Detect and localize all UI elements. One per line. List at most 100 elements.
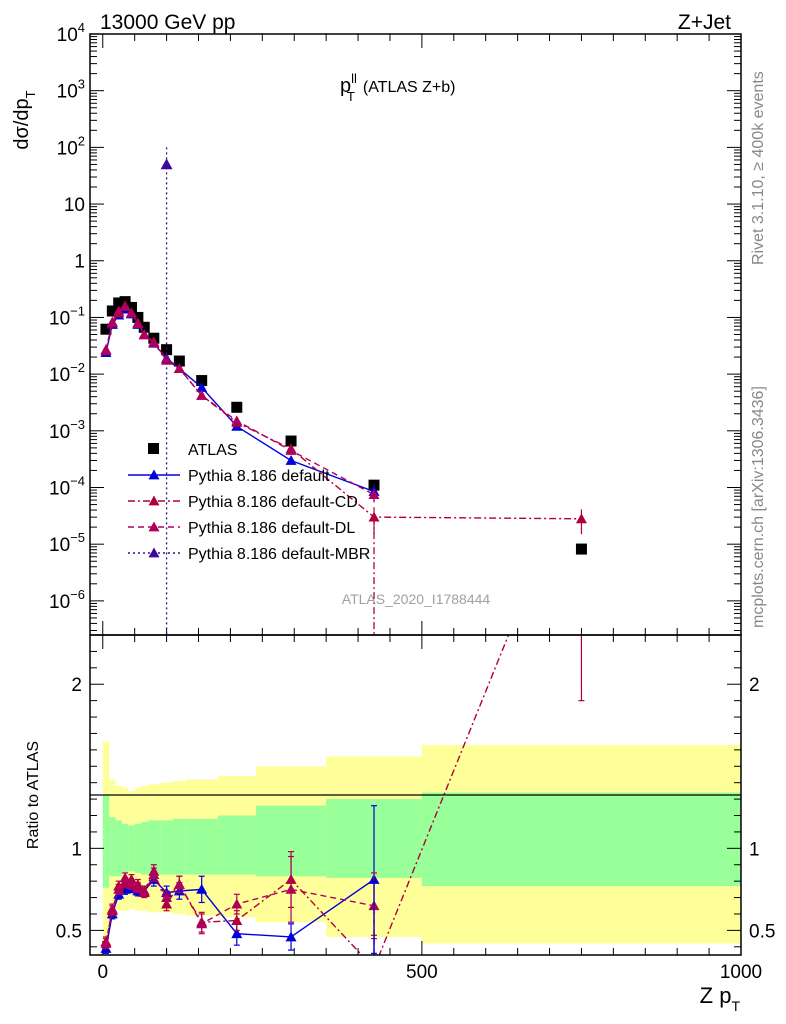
main-y-label-sub: T <box>23 90 38 98</box>
inner-band-segment <box>185 818 218 875</box>
inner-band-segment <box>115 820 122 877</box>
main-y-tick-label-base: 10 <box>49 535 70 556</box>
main-y-label: dσ/dpT <box>11 90 38 149</box>
main-y-tick-label-exp: 2 <box>78 133 85 148</box>
header-right: Z+Jet <box>678 11 731 34</box>
atlas-data-point <box>113 297 125 309</box>
x-tick-label: 500 <box>406 962 438 983</box>
atlas-data-point <box>196 375 208 387</box>
series-dl <box>100 300 380 503</box>
series-cd <box>100 301 587 635</box>
main-y-tick-label-base: 10 <box>49 592 70 613</box>
main-frame <box>89 33 742 636</box>
marker-dl <box>113 305 125 316</box>
atlas-data-point <box>138 321 150 333</box>
ratio-marker-dl <box>231 898 243 909</box>
main-y-tick-label-exp: −3 <box>70 417 85 432</box>
atlas-data-point <box>106 305 118 317</box>
inner-band-segment <box>160 820 173 875</box>
ratio-y-tick-label-left: 2 <box>71 675 82 696</box>
atlas-data-point <box>173 355 185 367</box>
x-tick-label: 1000 <box>720 962 762 983</box>
marker-dl <box>148 337 160 347</box>
ratio-marker-default <box>231 928 243 939</box>
main-y-tick-label-base: 1 <box>74 252 85 273</box>
main-y-tick-label-exp: −2 <box>70 360 85 375</box>
ratio-marker-dl <box>148 869 160 879</box>
ratio-marker-dl <box>113 883 125 894</box>
legend-label: Pythia 8.186 default-CD <box>188 494 358 511</box>
ratio-axis-ticks <box>90 634 742 955</box>
x-axis-label-main: Z p <box>700 983 732 1008</box>
inner-band-segment <box>102 795 110 888</box>
legend-item: Pythia 8.186 default-CD <box>128 494 358 511</box>
legend-item: Pythia 8.186 default-MBR <box>128 546 370 563</box>
main-y-tick-label: 10−2 <box>49 360 85 386</box>
marker-dl <box>368 489 380 499</box>
legend-marker <box>148 547 160 558</box>
marker-dl <box>132 318 144 328</box>
marker-default <box>285 454 297 465</box>
legend-item: Pythia 8.186 default <box>128 468 330 485</box>
ratio-tick-labels: 0.5 0.5 1 1 2 2 0 500 1000 <box>56 675 776 983</box>
ratio-y-tick-label-right: 0.5 <box>749 921 775 942</box>
ratio-marker-dl <box>100 938 112 948</box>
inner-band-segment <box>121 823 129 873</box>
atlas-data-point <box>575 543 587 555</box>
x-tick-label: 0 <box>97 962 108 983</box>
main-plot-marks <box>100 147 587 635</box>
ratio-y-tick-label-right: 2 <box>749 675 760 696</box>
atlas-data-point <box>285 435 297 447</box>
marker-dl <box>125 307 137 318</box>
series-mbr <box>160 147 173 635</box>
inner-band-segment <box>128 825 135 872</box>
main-y-tick-label-base: 10 <box>64 195 85 216</box>
watermark: ATLAS_2020_I1788444 <box>342 591 491 607</box>
ratio-marker-dl <box>196 918 208 929</box>
marker-default <box>196 382 208 392</box>
plot-title-sup: ll <box>351 71 357 86</box>
marker-cd <box>368 511 380 522</box>
x-axis-label-sub: T <box>731 998 740 1014</box>
ratio-y-tick-label-left: 1 <box>71 839 82 860</box>
header-left: 13000 GeV pp <box>100 11 235 34</box>
ratio-marker-dl <box>106 903 118 914</box>
ratio-marker-cd <box>576 449 587 459</box>
marker-cd <box>575 513 587 524</box>
legend-label: Pythia 8.186 default-MBR <box>188 546 370 563</box>
ratio-marker-default <box>285 931 297 942</box>
main-y-tick-label: 103 <box>57 77 85 103</box>
ratio-plot-marks <box>100 449 587 955</box>
main-y-tick-label-exp: −5 <box>70 530 85 545</box>
main-y-tick-label: 1 <box>74 252 85 273</box>
ratio-marker-cd <box>231 915 243 925</box>
main-y-tick-label: 10 <box>64 195 85 216</box>
main-y-tick-label: 10−5 <box>49 530 85 556</box>
ratio-frame <box>89 634 742 956</box>
main-y-tick-label-exp: −1 <box>70 303 85 318</box>
plot-title: pll T (ATLAS Z+b) <box>340 71 455 104</box>
marker-dl <box>161 354 173 365</box>
plot-title-rest: (ATLAS Z+b) <box>363 79 456 96</box>
legend-label: Pythia 8.186 default-DL <box>188 520 355 537</box>
ratio-line-dl <box>105 873 375 944</box>
main-y-tick-label-exp: 3 <box>78 77 85 92</box>
series-line-cd <box>105 305 582 520</box>
marker-dl <box>100 344 112 355</box>
inner-band-segment <box>147 820 161 875</box>
main-y-tick-label-base: 10 <box>49 422 70 443</box>
ratio-y-label: Ratio to ATLAS <box>25 741 42 849</box>
inner-band-segment <box>134 823 142 873</box>
ratio-y-tick-label-left: 0.5 <box>56 921 82 942</box>
legend-item: ATLAS <box>148 442 238 459</box>
marker-dl <box>173 363 185 374</box>
plot-title-sub: T <box>347 89 355 104</box>
legend-item: Pythia 8.186 default-DL <box>128 520 355 537</box>
main-y-tick-label-base: 10 <box>49 478 70 499</box>
atlas-data-point <box>100 323 112 335</box>
source-label: mcplots.cern.ch [arXiv:1306.3436] <box>750 386 767 628</box>
main-y-tick-label-base: 10 <box>57 25 78 46</box>
marker-dl <box>119 300 131 311</box>
series-data <box>100 296 587 555</box>
